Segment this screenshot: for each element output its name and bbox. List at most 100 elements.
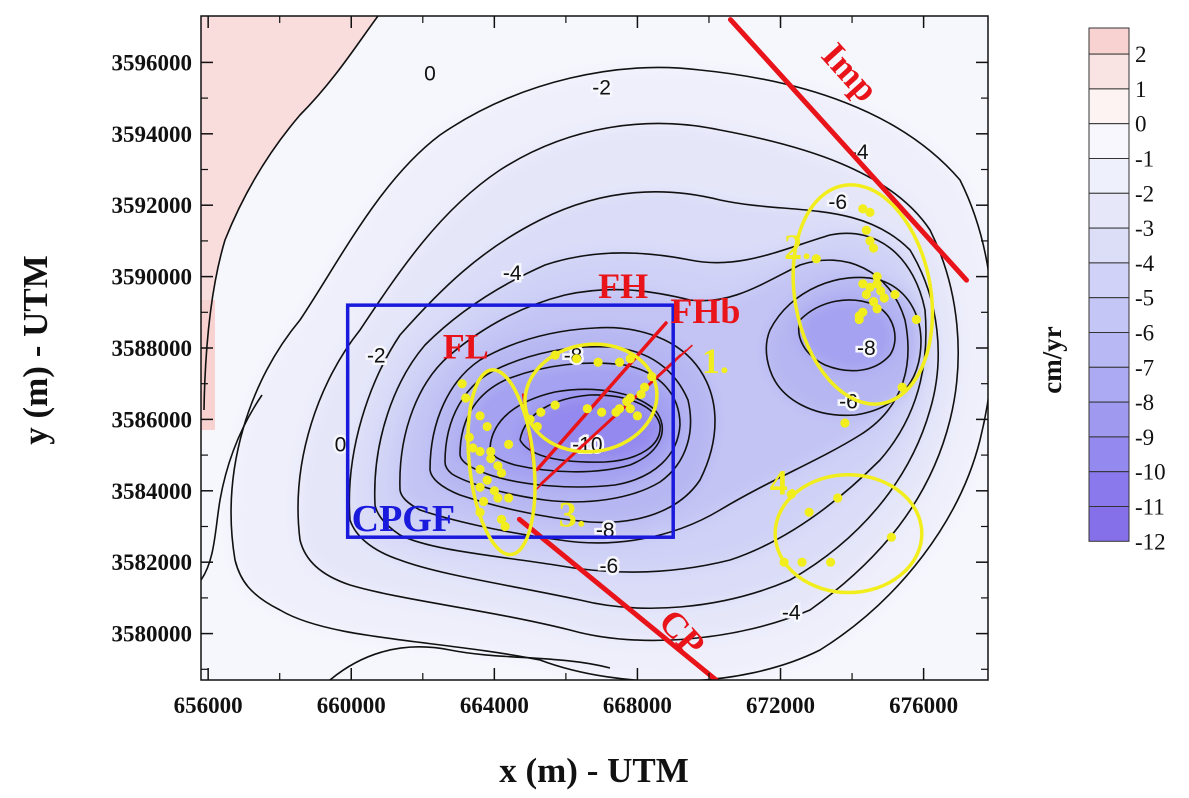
- positive-region: [201, 16, 378, 410]
- colorbar-level-label: -4: [1135, 251, 1155, 276]
- colorbar-swatch: [1088, 227, 1130, 264]
- colorbar-swatch: [1088, 262, 1130, 299]
- well-point: [797, 557, 807, 567]
- contour-value-label: -6: [828, 191, 847, 214]
- zone-label: 4.: [770, 462, 797, 502]
- well-point: [614, 357, 625, 367]
- well-point: [493, 493, 503, 503]
- colorbar-swatch: [1088, 436, 1130, 473]
- y-tick-label: 3586000: [112, 407, 193, 432]
- well-point: [486, 454, 496, 464]
- well-point: [597, 407, 607, 417]
- y-axis: 3580000 3582000 3584000 3586000 3588000 35900…: [112, 50, 988, 670]
- well-point: [572, 354, 582, 364]
- well-point: [475, 507, 485, 517]
- contour-line-minus-2: [297, 122, 959, 642]
- colorbar-swatch: [1088, 88, 1130, 125]
- contour-value-label: -4: [782, 601, 801, 624]
- x-tick-label: 676000: [889, 693, 958, 718]
- well-point: [496, 514, 507, 524]
- well-point: [861, 289, 871, 300]
- contour-value-label: -4: [850, 141, 869, 164]
- well-point: [890, 289, 900, 300]
- well-point: [786, 489, 796, 499]
- well-point: [911, 314, 922, 325]
- well-point: [865, 207, 875, 217]
- well-point: [496, 468, 507, 478]
- colorbar-level-label: -8: [1135, 390, 1154, 415]
- well-point: [625, 354, 635, 364]
- x-tick-label: 660000: [317, 693, 386, 718]
- well-point: [886, 532, 897, 542]
- well-point: [475, 446, 485, 457]
- fault-label: FHb: [670, 291, 740, 331]
- well-point: [611, 407, 621, 417]
- well-point: [779, 557, 789, 567]
- well-point: [461, 393, 471, 403]
- well-point: [475, 464, 485, 474]
- well-point: [482, 421, 492, 432]
- well-point: [550, 350, 560, 360]
- colorbar-swatch: [1088, 27, 1130, 55]
- colorbar-level-label: -2: [1135, 181, 1154, 206]
- contour-labels: 0-2-4-6-4-2 -8-10-8-6-8-6-40: [332, 60, 878, 627]
- well-point: [482, 475, 492, 485]
- zone-ellipse: [773, 472, 924, 595]
- colorbar-swatch: [1088, 158, 1130, 194]
- contour-line-minus-5: [399, 259, 909, 544]
- contour-value-label: -4: [503, 262, 522, 285]
- contour-line-minus-10: [519, 394, 661, 463]
- x-tick-label: 664000: [460, 693, 529, 718]
- well-point: [876, 286, 886, 296]
- well-point: [826, 557, 836, 567]
- well-point: [625, 404, 635, 414]
- well-point: [489, 486, 499, 496]
- well-point: [872, 304, 882, 314]
- well-point: [861, 225, 871, 235]
- x-axis-title: x (m) - UTM: [499, 751, 689, 790]
- cpgf-boundary-box: [345, 303, 675, 539]
- well-point: [879, 293, 889, 303]
- x-tick-label: 656000: [174, 693, 243, 718]
- colorbar-swatch: [1088, 506, 1130, 542]
- well-point: [500, 521, 510, 532]
- contour-line-minus-9: [489, 388, 664, 473]
- colorbar-level-label: -11: [1135, 495, 1165, 520]
- colorbar-level-label: -1: [1135, 147, 1154, 172]
- well-point: [858, 279, 868, 289]
- well-point: [840, 418, 850, 428]
- y-tick-label: 3582000: [112, 550, 193, 575]
- x-axis: 656000 660000 664000 668000 672000 676000: [174, 16, 958, 718]
- contour-line-south: [329, 646, 611, 680]
- well-point: [536, 407, 546, 417]
- well-point: [811, 254, 821, 264]
- y-tick-label: 3580000: [112, 622, 193, 647]
- colorbar-swatch: [1088, 192, 1130, 229]
- contour-line-minus-6b: [765, 276, 922, 417]
- y-axis-title: y (m) - UTM: [16, 255, 55, 445]
- y-tick-label: 3588000: [112, 336, 193, 361]
- colorbar-swatch: [1088, 401, 1130, 438]
- well-point: [582, 404, 592, 414]
- well-point: [872, 279, 882, 289]
- colorbar-swatch: [1088, 366, 1130, 403]
- well-point: [647, 371, 657, 382]
- well-point: [468, 443, 478, 453]
- colorbar-level-label: -10: [1135, 460, 1166, 485]
- y-tick-label: 3584000: [112, 479, 193, 504]
- well-point: [632, 411, 643, 421]
- well-point: [897, 382, 907, 392]
- zone-ellipse: [791, 183, 935, 406]
- contour-value-label: -6: [839, 391, 858, 414]
- fault-line-cp: [516, 516, 719, 680]
- colorbar-swatch: [1088, 297, 1130, 334]
- colorbar-level-label: 1: [1135, 77, 1147, 102]
- colorbar-level-label: -12: [1135, 529, 1166, 554]
- colorbar-swatch: [1088, 53, 1130, 90]
- colorbar-level-label: 0: [1135, 112, 1147, 137]
- zone-label: 3.: [559, 494, 586, 534]
- well-point: [636, 389, 646, 400]
- colorbar-level-label: 2: [1135, 42, 1147, 67]
